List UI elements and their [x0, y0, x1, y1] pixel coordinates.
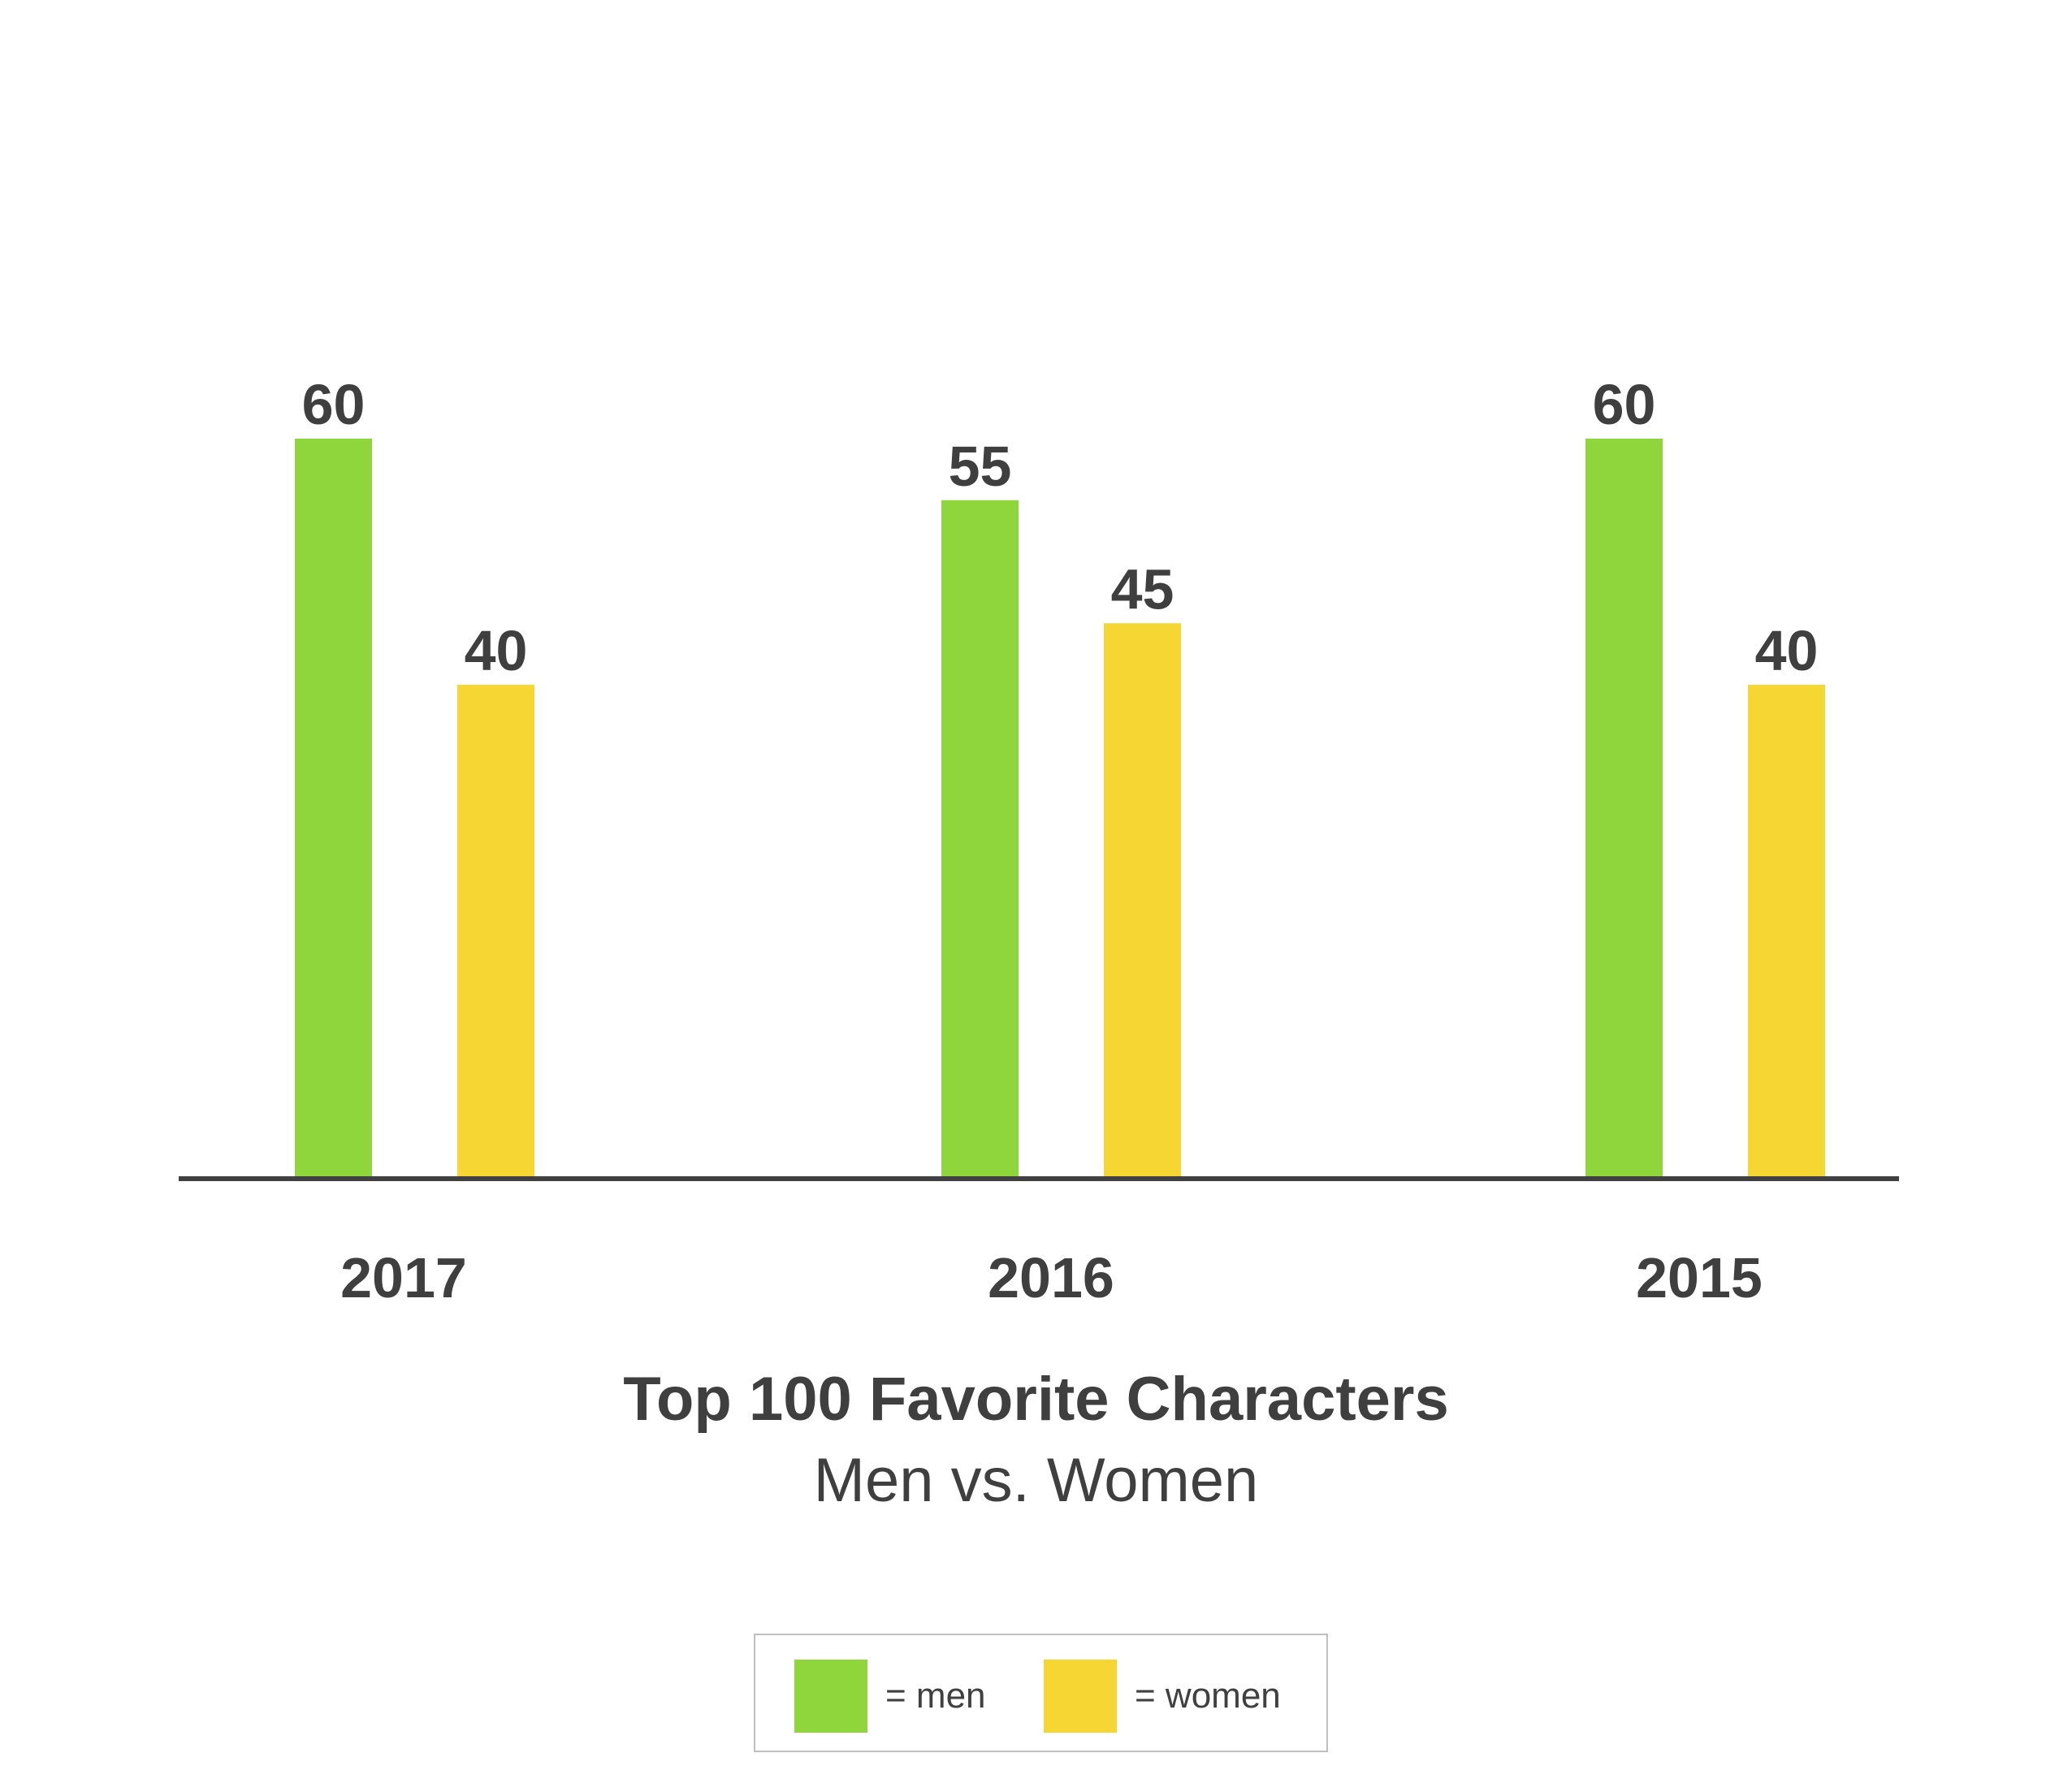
legend-item-women: = women	[1044, 1660, 1281, 1733]
category-label-2015: 2015	[1636, 1246, 1763, 1309]
bar-women-2015	[1748, 685, 1825, 1177]
value-label-women-2017: 40	[465, 619, 528, 682]
bar-men-2016	[941, 500, 1019, 1177]
legend-item-men: = men	[794, 1660, 986, 1733]
legend-swatch-men	[794, 1660, 867, 1733]
category-label-2016: 2016	[988, 1246, 1114, 1309]
legend-swatch-women	[1044, 1660, 1117, 1733]
value-label-men-2017: 60	[302, 373, 366, 436]
bar-women-2016	[1104, 623, 1181, 1177]
value-label-men-2016: 55	[949, 435, 1012, 498]
legend: = men = women	[754, 1634, 1328, 1752]
value-label-women-2016: 45	[1111, 557, 1174, 621]
category-labels: 2017 2016 2015	[340, 1246, 1763, 1309]
bars-group: 60 55 60 40 45 40	[295, 373, 1825, 1177]
value-label-women-2015: 40	[1755, 619, 1819, 682]
bar-men-2015	[1585, 439, 1663, 1177]
value-label-men-2015: 60	[1593, 373, 1656, 436]
bar-women-2017	[457, 685, 534, 1177]
legend-label-women: = women	[1135, 1676, 1281, 1716]
legend-label-men: = men	[885, 1676, 986, 1716]
category-label-2017: 2017	[340, 1246, 467, 1309]
chart-title: Top 100 Favorite Characters	[623, 1365, 1449, 1434]
chart-subtitle: Men vs. Women	[813, 1446, 1259, 1515]
bar-men-2017	[295, 439, 372, 1177]
